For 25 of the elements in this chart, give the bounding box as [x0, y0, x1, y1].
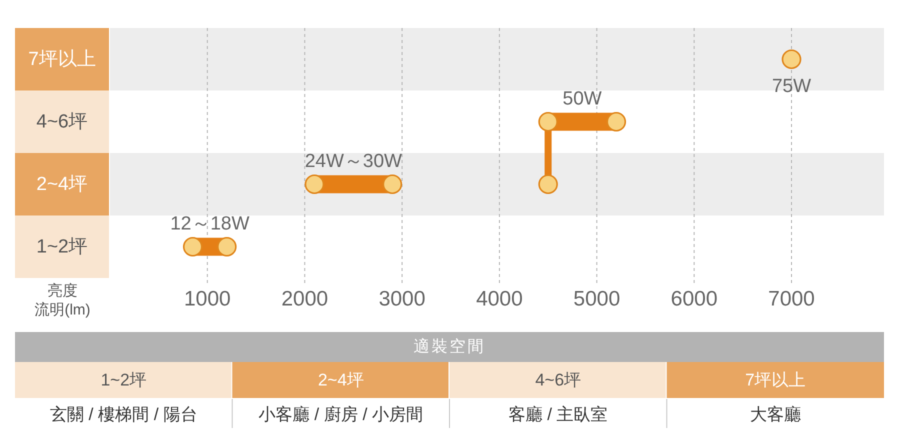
text: 大客廳 [750, 405, 801, 424]
y-tick-label: 2~4坪 [36, 174, 88, 195]
text: 玄關 / 樓梯間 / 陽台 [50, 405, 198, 424]
text: 適裝空間 [414, 338, 486, 356]
y-tick-label: 4~6坪 [36, 111, 88, 132]
y-tick-label: 1~2坪 [36, 236, 88, 258]
category-label: 2~4坪 [318, 370, 364, 390]
x-axis-title: 亮度流明(lm) [34, 282, 90, 318]
x-tick-label: 6000 [670, 288, 718, 310]
annotation: 12～18W [170, 213, 250, 234]
annotation: 75W [772, 76, 812, 97]
x-tick-label: 5000 [573, 288, 620, 310]
x-tick-label: 7000 [768, 288, 815, 310]
text: 小客廳 / 廚房 / 小房間 [258, 405, 424, 424]
annotation: 50W [562, 88, 602, 110]
x-tick-label: 2000 [281, 288, 328, 310]
annotation: 24W～30W [304, 150, 402, 172]
x-tick-label: 3000 [378, 288, 426, 310]
category-label: 1~2坪 [100, 370, 147, 390]
x-tick-label: 1000 [184, 288, 231, 310]
category-label: 7坪以上 [745, 370, 806, 390]
x-tick-label: 4000 [476, 288, 523, 310]
category-label: 4~6坪 [535, 370, 582, 390]
y-tick-label: 7坪以上 [28, 48, 96, 70]
text: 客廳 / 主臥室 [508, 405, 608, 424]
